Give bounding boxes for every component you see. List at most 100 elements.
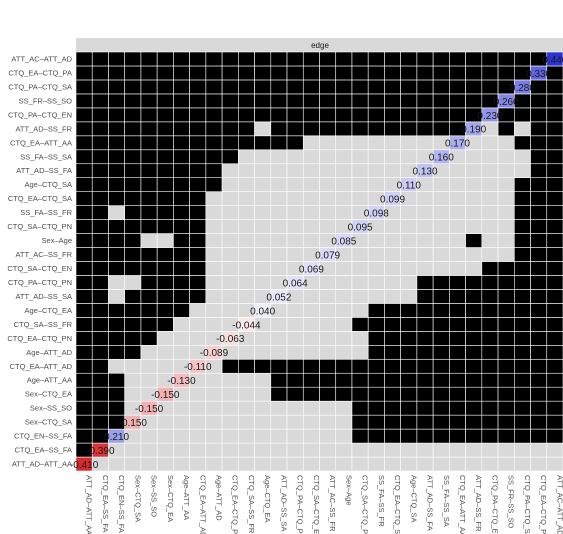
heatmap-cell (530, 177, 548, 192)
heatmap-cell (351, 135, 369, 151)
heatmap-cell (238, 442, 255, 458)
x-tick-label: CTQ_PA–CTQ_EN (490, 475, 499, 534)
heatmap-cell (75, 149, 93, 165)
heatmap-cell (156, 456, 174, 472)
heatmap-cell (156, 289, 174, 304)
heatmap-cell (432, 386, 450, 402)
heatmap-cell (156, 121, 174, 137)
x-tick-label: Age–ATT_AD (214, 475, 223, 521)
heatmap-cell (189, 261, 207, 276)
heatmap-cell (481, 261, 499, 276)
heatmap-cell (400, 79, 418, 95)
diagonal-value-label: 0.230 (477, 111, 502, 122)
heatmap-cell (481, 247, 499, 262)
heatmap-cell (530, 303, 548, 318)
heatmap-cell (481, 289, 499, 304)
heatmap-cell (400, 219, 418, 234)
heatmap-cell (530, 289, 548, 304)
heatmap-cell (270, 428, 288, 444)
heatmap-cell (91, 177, 109, 192)
heatmap-cell (238, 121, 255, 137)
heatmap-cell (384, 261, 401, 276)
heatmap-cell (140, 107, 158, 123)
heatmap-cell (335, 149, 353, 165)
heatmap-cell (367, 121, 385, 137)
heatmap-cell (513, 261, 531, 276)
heatmap-cell (449, 177, 466, 192)
heatmap-cell (481, 177, 499, 192)
heatmap-cell (465, 163, 483, 178)
heatmap-cell (432, 344, 450, 360)
heatmap-cell (319, 400, 337, 416)
heatmap-cell (108, 344, 126, 360)
heatmap-cell (140, 79, 158, 95)
heatmap-cell (254, 79, 272, 95)
heatmap-cell (91, 233, 109, 248)
heatmap-cell (465, 233, 483, 248)
heatmap-cell (75, 428, 93, 444)
heatmap-cell (513, 191, 531, 206)
heatmap-cell (173, 163, 190, 178)
heatmap-cell (124, 386, 142, 402)
heatmap-cell (416, 261, 434, 276)
heatmap-cell (108, 233, 126, 248)
heatmap-cell (400, 149, 418, 165)
heatmap-cell (189, 414, 207, 430)
heatmap-cell (367, 358, 385, 374)
heatmap-cell (205, 163, 223, 178)
diagonal-value-label: 0.330 (526, 69, 551, 80)
heatmap-cell (286, 177, 304, 192)
heatmap-cell (384, 456, 401, 472)
heatmap-cell (432, 177, 450, 192)
heatmap-cell (367, 93, 385, 109)
heatmap-cell (546, 289, 563, 304)
heatmap-cell (189, 149, 207, 165)
heatmap-cell (351, 289, 369, 304)
heatmap-cell (481, 414, 499, 430)
heatmap-cell (286, 303, 304, 318)
heatmap-cell (416, 107, 434, 123)
heatmap-cell (302, 400, 320, 416)
heatmap-cell (238, 51, 255, 67)
heatmap-cell (189, 233, 207, 248)
heatmap-cell (221, 121, 239, 137)
heatmap-cell (465, 400, 483, 416)
y-tick-label: CTQ_EN–SS_FA (14, 432, 72, 441)
heatmap-cell (189, 247, 207, 262)
heatmap-cell (384, 386, 401, 402)
heatmap-cell (173, 51, 190, 67)
heatmap-cell (270, 344, 288, 360)
heatmap-cell (75, 121, 93, 137)
y-tick-label: CTQ_EA–ATT_AD (10, 362, 73, 371)
heatmap-cell (546, 261, 563, 276)
heatmap-cell (140, 428, 158, 444)
heatmap-cell (546, 344, 563, 360)
heatmap-cell (205, 414, 223, 430)
heatmap-cell (319, 163, 337, 178)
heatmap-cell (221, 414, 239, 430)
heatmap-cell (416, 65, 434, 81)
heatmap-cell (238, 289, 255, 304)
heatmap-cell (173, 456, 190, 472)
x-tick-label: SS_FR–SS_SO (507, 475, 516, 529)
diagonal-value-label: 0.064 (283, 278, 308, 289)
heatmap-cell (254, 219, 272, 234)
heatmap-cell (302, 135, 320, 151)
heatmap-cell (351, 177, 369, 192)
heatmap-cell (513, 205, 531, 220)
heatmap-cell (465, 358, 483, 374)
heatmap-cell (319, 51, 337, 67)
heatmap-cell (173, 233, 190, 248)
heatmap-cell (286, 135, 304, 151)
heatmap-cell (156, 191, 174, 206)
heatmap-cell (351, 107, 369, 123)
x-tick-label: ATT_AD–SS_FA (426, 475, 435, 531)
heatmap-cell (513, 344, 531, 360)
heatmap-cell (302, 163, 320, 178)
heatmap-cell (221, 289, 239, 304)
heatmap-cell (108, 149, 126, 165)
heatmap-cell (254, 247, 272, 262)
heatmap-cell (319, 79, 337, 95)
heatmap-cell (449, 191, 466, 206)
heatmap-cell (75, 177, 93, 192)
